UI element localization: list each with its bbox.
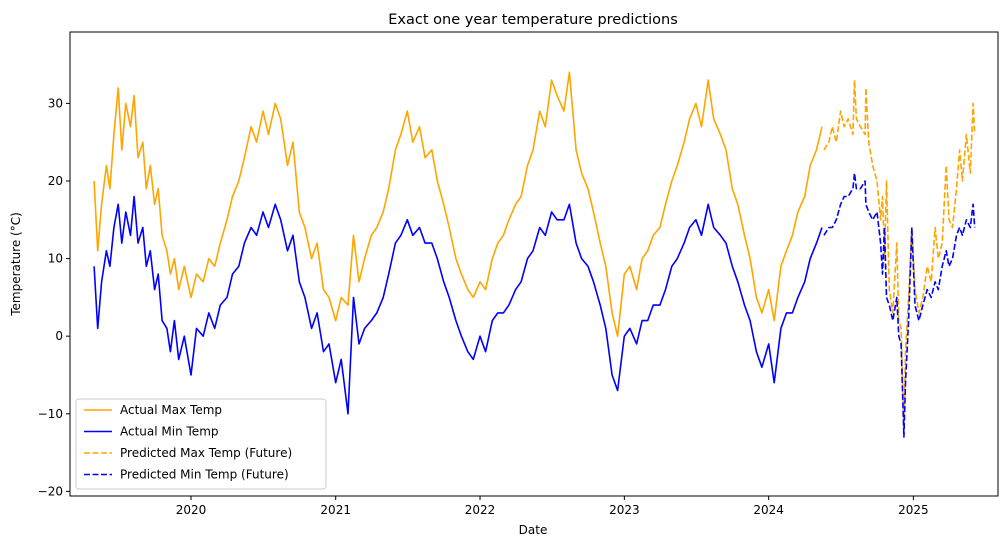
y-tick-label: 10: [48, 252, 63, 266]
y-tick-label: 30: [48, 96, 63, 110]
x-tick-label: 2020: [176, 503, 207, 517]
legend-label: Actual Max Temp: [120, 403, 222, 417]
x-tick-label: 2023: [609, 503, 640, 517]
x-tick-label: 2024: [753, 503, 784, 517]
chart-title: Exact one year temperature predictions: [388, 12, 678, 28]
plot-frame: [69, 31, 999, 497]
y-axis-title: Temperature (°C): [9, 212, 23, 317]
y-tick-label: −20: [38, 484, 63, 498]
x-tick-label: 2022: [465, 503, 496, 517]
y-tick-label: 20: [48, 174, 63, 188]
series-line-4: [823, 172, 976, 438]
series-line-1: [93, 71, 823, 337]
series-line-2: [93, 195, 823, 415]
legend-label: Predicted Max Temp (Future): [120, 446, 292, 460]
y-tick-label: 0: [55, 329, 63, 343]
legend: Actual Max Temp Actual Min Temp Predicted …: [75, 398, 327, 490]
x-axis: 2020 2021 2022 2023 2024 2025: [176, 496, 929, 517]
legend-label: Actual Min Temp: [120, 425, 219, 439]
y-tick-label: −10: [38, 407, 63, 421]
legend-label: Predicted Min Temp (Future): [120, 468, 289, 482]
legend-box: [75, 398, 327, 490]
y-axis: −20 −10 0 10 20 30: [38, 96, 70, 498]
x-axis-title: Date: [519, 523, 548, 537]
series-line-3: [823, 79, 976, 431]
x-tick-label: 2025: [898, 503, 929, 517]
x-tick-label: 2021: [320, 503, 351, 517]
series-layer: [93, 71, 976, 438]
